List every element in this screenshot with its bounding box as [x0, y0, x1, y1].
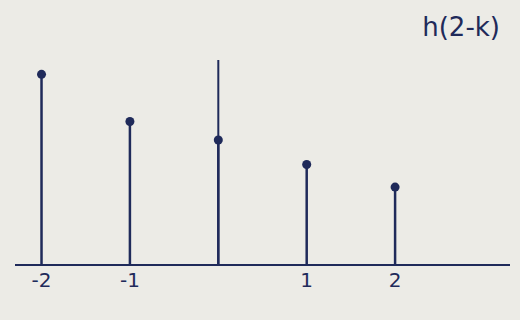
- svg-text:2: 2: [389, 268, 402, 292]
- svg-text:-2: -2: [32, 268, 52, 292]
- html-text:h(2-k): h(2-k): [422, 12, 500, 42]
- svg-text:1: 1: [300, 268, 313, 292]
- svg-text:-1: -1: [120, 268, 140, 292]
